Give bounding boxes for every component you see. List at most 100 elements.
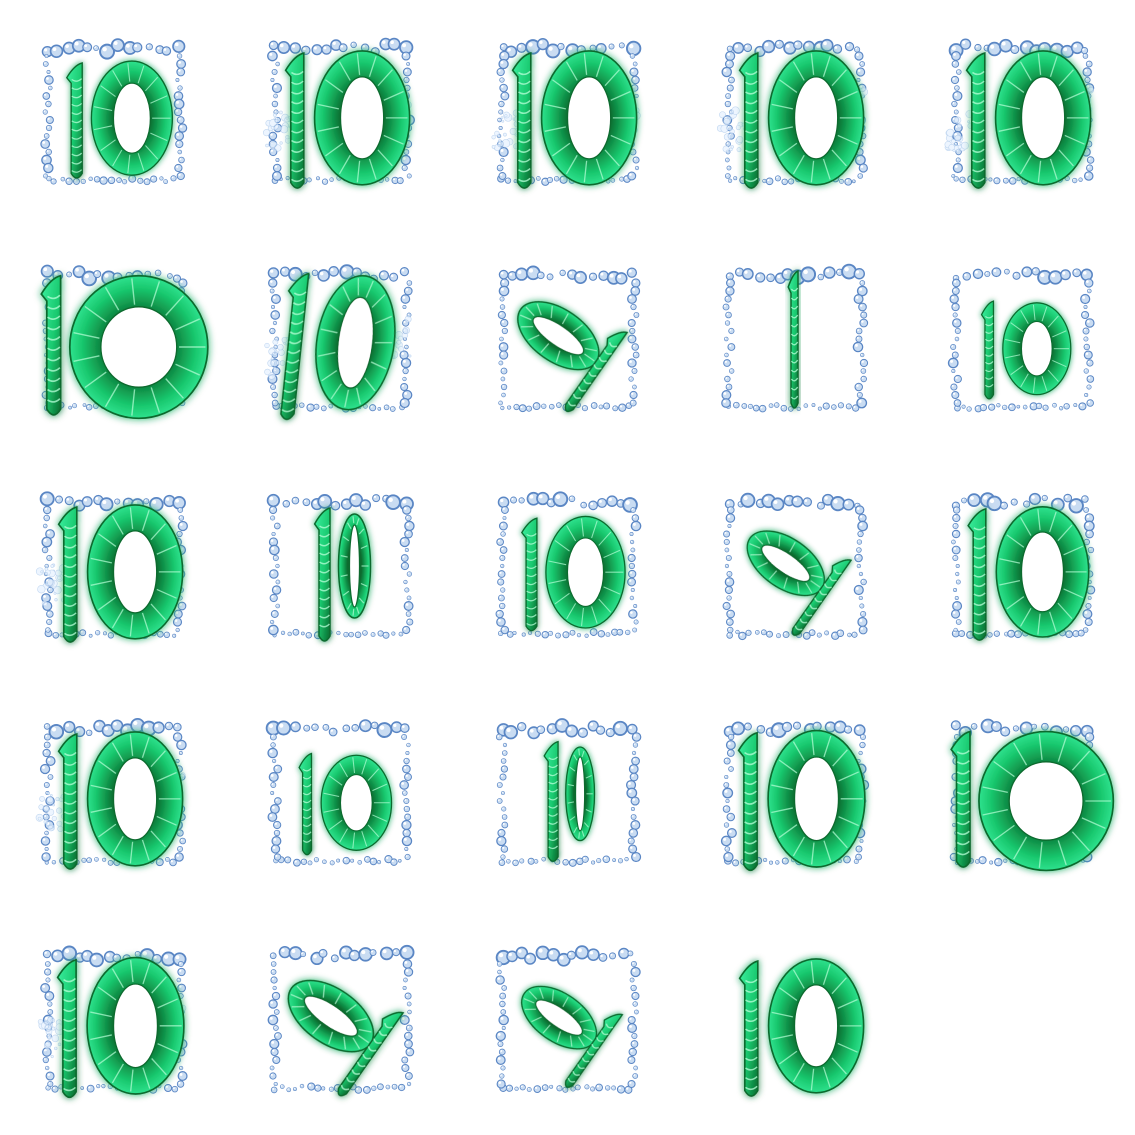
bubble-icon [952,506,961,514]
bubble-icon [44,991,55,1001]
bubble-icon [1081,495,1089,503]
bubble-icon [856,563,862,569]
bubble-icon [802,497,813,507]
bubble-icon [499,83,508,93]
bubble-icon [546,273,554,281]
bubble-icon [286,1087,292,1093]
bubble-icon [404,547,409,553]
bubble-icon [364,856,371,863]
bubble-icon [44,830,49,836]
bubble-icon [496,67,505,77]
bubble-icon [282,500,291,508]
bubble-icon [407,1009,412,1015]
bubble-icon [269,593,278,603]
bubble-icon [954,596,959,600]
bubble-icon [726,278,735,288]
bubble-icon [45,756,56,766]
bubble-icon [271,585,282,595]
bubble-icon [632,1001,638,1007]
bubble-icon [51,859,57,865]
sprite-frame: 10 [0,681,227,908]
bubble-icon [342,856,351,865]
digit-one [737,731,758,872]
bubble-icon [402,959,413,969]
bubble-icon [506,859,511,864]
bubble-icon [616,1085,626,1094]
bubble-icon [1083,305,1088,309]
bubble-icon [857,530,864,538]
bubble-icon [176,530,183,538]
bubble-icon [950,720,961,731]
bubble-icon [584,1084,590,1090]
bubble-icon [1084,278,1094,288]
bubble-icon [952,162,963,174]
bubble-icon [43,523,48,529]
bubble-icon [726,595,732,601]
bubble-icon [1048,270,1063,285]
sprite-frame: 10 [227,227,454,454]
bubble-icon [972,268,984,280]
bubble-icon [172,633,177,638]
bubble-icon [500,587,506,593]
bubble-icon [45,124,53,132]
bubble-icon [169,858,177,867]
bubble-icon [859,741,866,749]
bubble-icon [812,721,822,732]
bubble-icon [605,632,611,638]
bubble-icon [853,293,864,305]
bubble-icon [499,50,510,62]
bubble-icon [858,571,864,577]
bubble-icon [498,521,508,531]
bubble-icon [498,285,510,297]
bubble-icon [627,1015,636,1025]
bubble-icon [500,91,510,101]
bubble-icon [397,858,402,863]
bubble-icon [1082,327,1090,335]
digit-zero [86,731,184,867]
bubble-icon [174,852,184,862]
bubble-icon [515,946,529,960]
bubble-icon [161,46,172,56]
bubble-icon [1084,318,1095,328]
bubble-icon [95,630,101,636]
bubble-icon [404,520,415,532]
bubble-icon [285,176,290,181]
bubble-icon [559,269,566,277]
bubble-icon [562,631,570,639]
bubble-icon [401,835,413,847]
bubble-icon [725,554,732,562]
sprite-frame: 10 [227,454,454,681]
bubble-icon [631,991,640,1001]
digit-one [511,52,532,189]
bubble-icon [725,383,733,391]
sprite-frame: 10 [454,454,681,681]
bubble-icon [317,269,330,282]
bubble-icon [270,742,276,748]
bubble-icon [372,494,381,503]
bubble-icon [270,310,281,320]
bubble-icon [318,948,328,958]
bubble-icon [357,860,363,865]
bubble-icon [273,1009,280,1015]
bubble-icon [496,1079,506,1089]
bubble-icon [311,269,319,277]
bubble-icon [272,163,282,173]
bubble-icon [270,610,279,618]
bubble-icon [266,493,281,508]
bubble-icon [268,278,278,288]
bubble-icon [348,949,361,962]
digit-zero [68,274,209,420]
bubble-icon [947,357,959,369]
bubble-icon [385,494,401,510]
bubble-icon [844,41,855,52]
bubble-icon [500,157,505,163]
bubble-icon [504,177,512,184]
frame-art [491,38,642,189]
bubble-icon [178,515,185,521]
bubble-icon [817,406,822,411]
bubble-icon [741,403,748,409]
bubble-icon [1012,725,1020,732]
bubble-icon [350,41,357,49]
bubble-icon [527,857,535,865]
bubble-icon [400,294,411,304]
